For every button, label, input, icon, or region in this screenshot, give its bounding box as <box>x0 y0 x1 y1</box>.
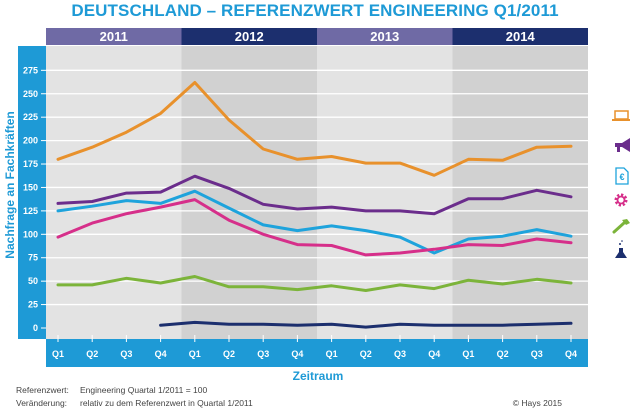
year-header-2012 <box>181 28 317 45</box>
x-tick-label: Q1 <box>326 349 338 359</box>
x-tick-label: Q1 <box>189 349 201 359</box>
flask-bubble <box>621 240 623 242</box>
series-line-marketing <box>56 174 573 216</box>
legend-item-marketing <box>615 138 630 152</box>
footer-change-key: Veränderung: <box>16 398 68 408</box>
footer-reference-value: Engineering Quartal 1/2011 = 100 <box>80 385 208 395</box>
x-tick-label: Q2 <box>360 349 372 359</box>
x-tick-label: Q2 <box>86 349 98 359</box>
legend: € <box>612 110 630 258</box>
series-line-engineering <box>56 198 573 257</box>
x-tick-label: Q4 <box>291 349 303 359</box>
megaphone-handle <box>617 147 620 152</box>
series-line-it <box>56 81 573 177</box>
chart-title: DEUTSCHLAND – REFERENZWERT ENGINEERING Q… <box>71 1 559 20</box>
y-axis-strip <box>18 46 46 339</box>
wrench-handle <box>612 221 626 234</box>
footer-change-value: relativ zu dem Referenzwert in Quartal 1… <box>80 398 253 408</box>
y-tick-label: 50 <box>28 276 38 286</box>
megaphone-icon <box>615 138 630 152</box>
y-tick-label: 225 <box>23 112 38 122</box>
footer-reference: Referenzwert: Engineering Quartal 1/2011 … <box>16 385 207 395</box>
wrench-head <box>622 219 630 225</box>
y-tick-label: 75 <box>28 253 38 263</box>
laptop-base <box>612 119 630 121</box>
y-tick-label: 275 <box>23 65 38 75</box>
document-outline <box>615 167 629 185</box>
y-tick-label: 125 <box>23 206 38 216</box>
gear-icon <box>614 193 628 207</box>
legend-item-engineering <box>614 193 628 207</box>
x-tick-label: Q3 <box>257 349 269 359</box>
year-label-2013: 2013 <box>370 29 399 44</box>
wrench-icon <box>612 219 630 234</box>
x-tick-label: Q1 <box>52 349 64 359</box>
y-axis-title: Nachfrage an Fachkräften <box>3 111 17 258</box>
x-tick-label: Q4 <box>155 349 167 359</box>
x-tick-label: Q3 <box>531 349 543 359</box>
y-tick-label: 25 <box>28 300 38 310</box>
x-tick-label: Q1 <box>462 349 474 359</box>
year-header-2013 <box>317 28 453 45</box>
year-header: 2011 2012 2013 2014 <box>46 28 588 45</box>
y-tick-label: 150 <box>23 182 38 192</box>
euro-document-icon: € <box>615 167 629 185</box>
x-tick-label: Q3 <box>394 349 406 359</box>
x-tick-label: Q2 <box>497 349 509 359</box>
y-tick-label: 175 <box>23 159 38 169</box>
legend-item-it <box>612 110 630 121</box>
year-header-2011 <box>46 28 182 45</box>
euro-symbol: € <box>619 172 624 182</box>
year-header-2014 <box>452 28 588 45</box>
gear-ring <box>616 195 626 205</box>
legend-item-finance: € <box>615 167 629 185</box>
y-tick-label: 250 <box>23 89 38 99</box>
gear-teeth <box>614 193 628 207</box>
x-tick-label: Q4 <box>565 349 577 359</box>
x-tick-label: Q3 <box>120 349 132 359</box>
legend-item-technik <box>612 219 630 234</box>
x-axis-bar <box>46 339 588 367</box>
flask-body <box>615 248 627 258</box>
y-tick-label: 200 <box>23 136 38 146</box>
flask-bubble <box>619 243 621 245</box>
footer-reference-key: Referenzwert: <box>16 385 69 395</box>
y-tick-label: 100 <box>23 229 38 239</box>
year-label-2011: 2011 <box>100 29 128 44</box>
year-label-2012: 2012 <box>235 29 264 44</box>
series-line-finance <box>56 189 573 255</box>
x-tick-label: Q4 <box>428 349 440 359</box>
plot-background <box>46 46 588 339</box>
series-line-technik <box>56 275 573 292</box>
footer-change: Veränderung: relativ zu dem Referenzwert … <box>16 398 253 408</box>
y-tick-label: 0 <box>33 323 38 333</box>
x-tick-label: Q2 <box>223 349 235 359</box>
megaphone-body <box>615 138 630 152</box>
year-band-2013 <box>317 46 453 339</box>
series-lines <box>56 81 573 329</box>
x-axis: Q1 Q2 Q3 Q4 Q1 Q2 Q3 Q4 Q1 Q2 Q3 Q4 Q1 Q2 Q3 Q4 <box>46 335 588 367</box>
y-axis: 0 25 50 75 100 125 150 175 200 225 250 275 <box>18 46 46 339</box>
copyright: © Hays 2015 <box>512 398 562 408</box>
legend-item-life-sciences <box>615 240 627 258</box>
laptop-screen <box>614 110 629 120</box>
year-band-2014 <box>452 46 588 339</box>
x-axis-title: Zeitraum <box>293 369 344 383</box>
flask-icon <box>615 240 627 258</box>
laptop-icon <box>612 110 630 121</box>
series-line-life-sciences <box>159 320 573 329</box>
year-label-2014: 2014 <box>506 29 536 44</box>
